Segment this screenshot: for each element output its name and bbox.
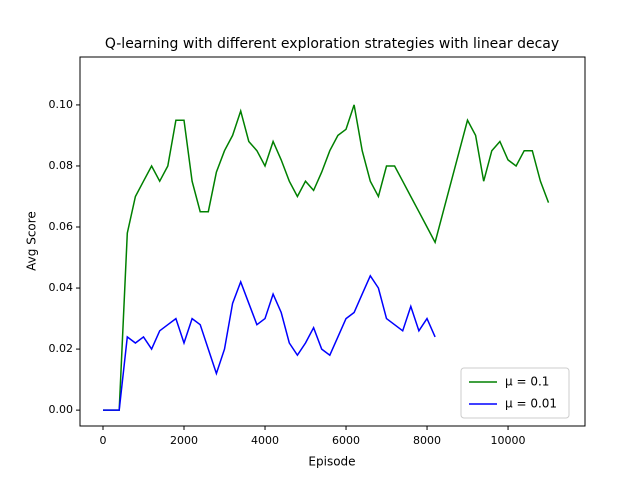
series-line: [103, 274, 436, 411]
y-tick-label: 0.08: [49, 159, 74, 172]
legend-label: μ = 0.1: [505, 375, 549, 389]
chart-title: Q-learning with different exploration st…: [105, 36, 559, 52]
y-tick-label: 0.06: [49, 220, 74, 233]
y-tick-label: 0.00: [49, 403, 74, 416]
y-tick-label: 0.10: [49, 98, 74, 111]
x-tick-label: 10000: [491, 434, 526, 447]
y-axis-label: Avg Score: [25, 211, 39, 271]
plot-frame: [79, 56, 586, 427]
x-tick-label: 0: [100, 434, 107, 447]
x-tick-label: 6000: [332, 434, 360, 447]
y-tick-label: 0.02: [49, 342, 74, 355]
series-line: [103, 104, 550, 411]
x-tick-label: 4000: [251, 434, 279, 447]
x-axis-label: Episode: [308, 455, 355, 469]
y-tick-label: 0.04: [49, 281, 74, 294]
legend-label: μ = 0.01: [505, 397, 557, 411]
x-tick-label: 2000: [170, 434, 198, 447]
x-tick-label: 8000: [413, 434, 441, 447]
legend-box: [460, 367, 570, 419]
